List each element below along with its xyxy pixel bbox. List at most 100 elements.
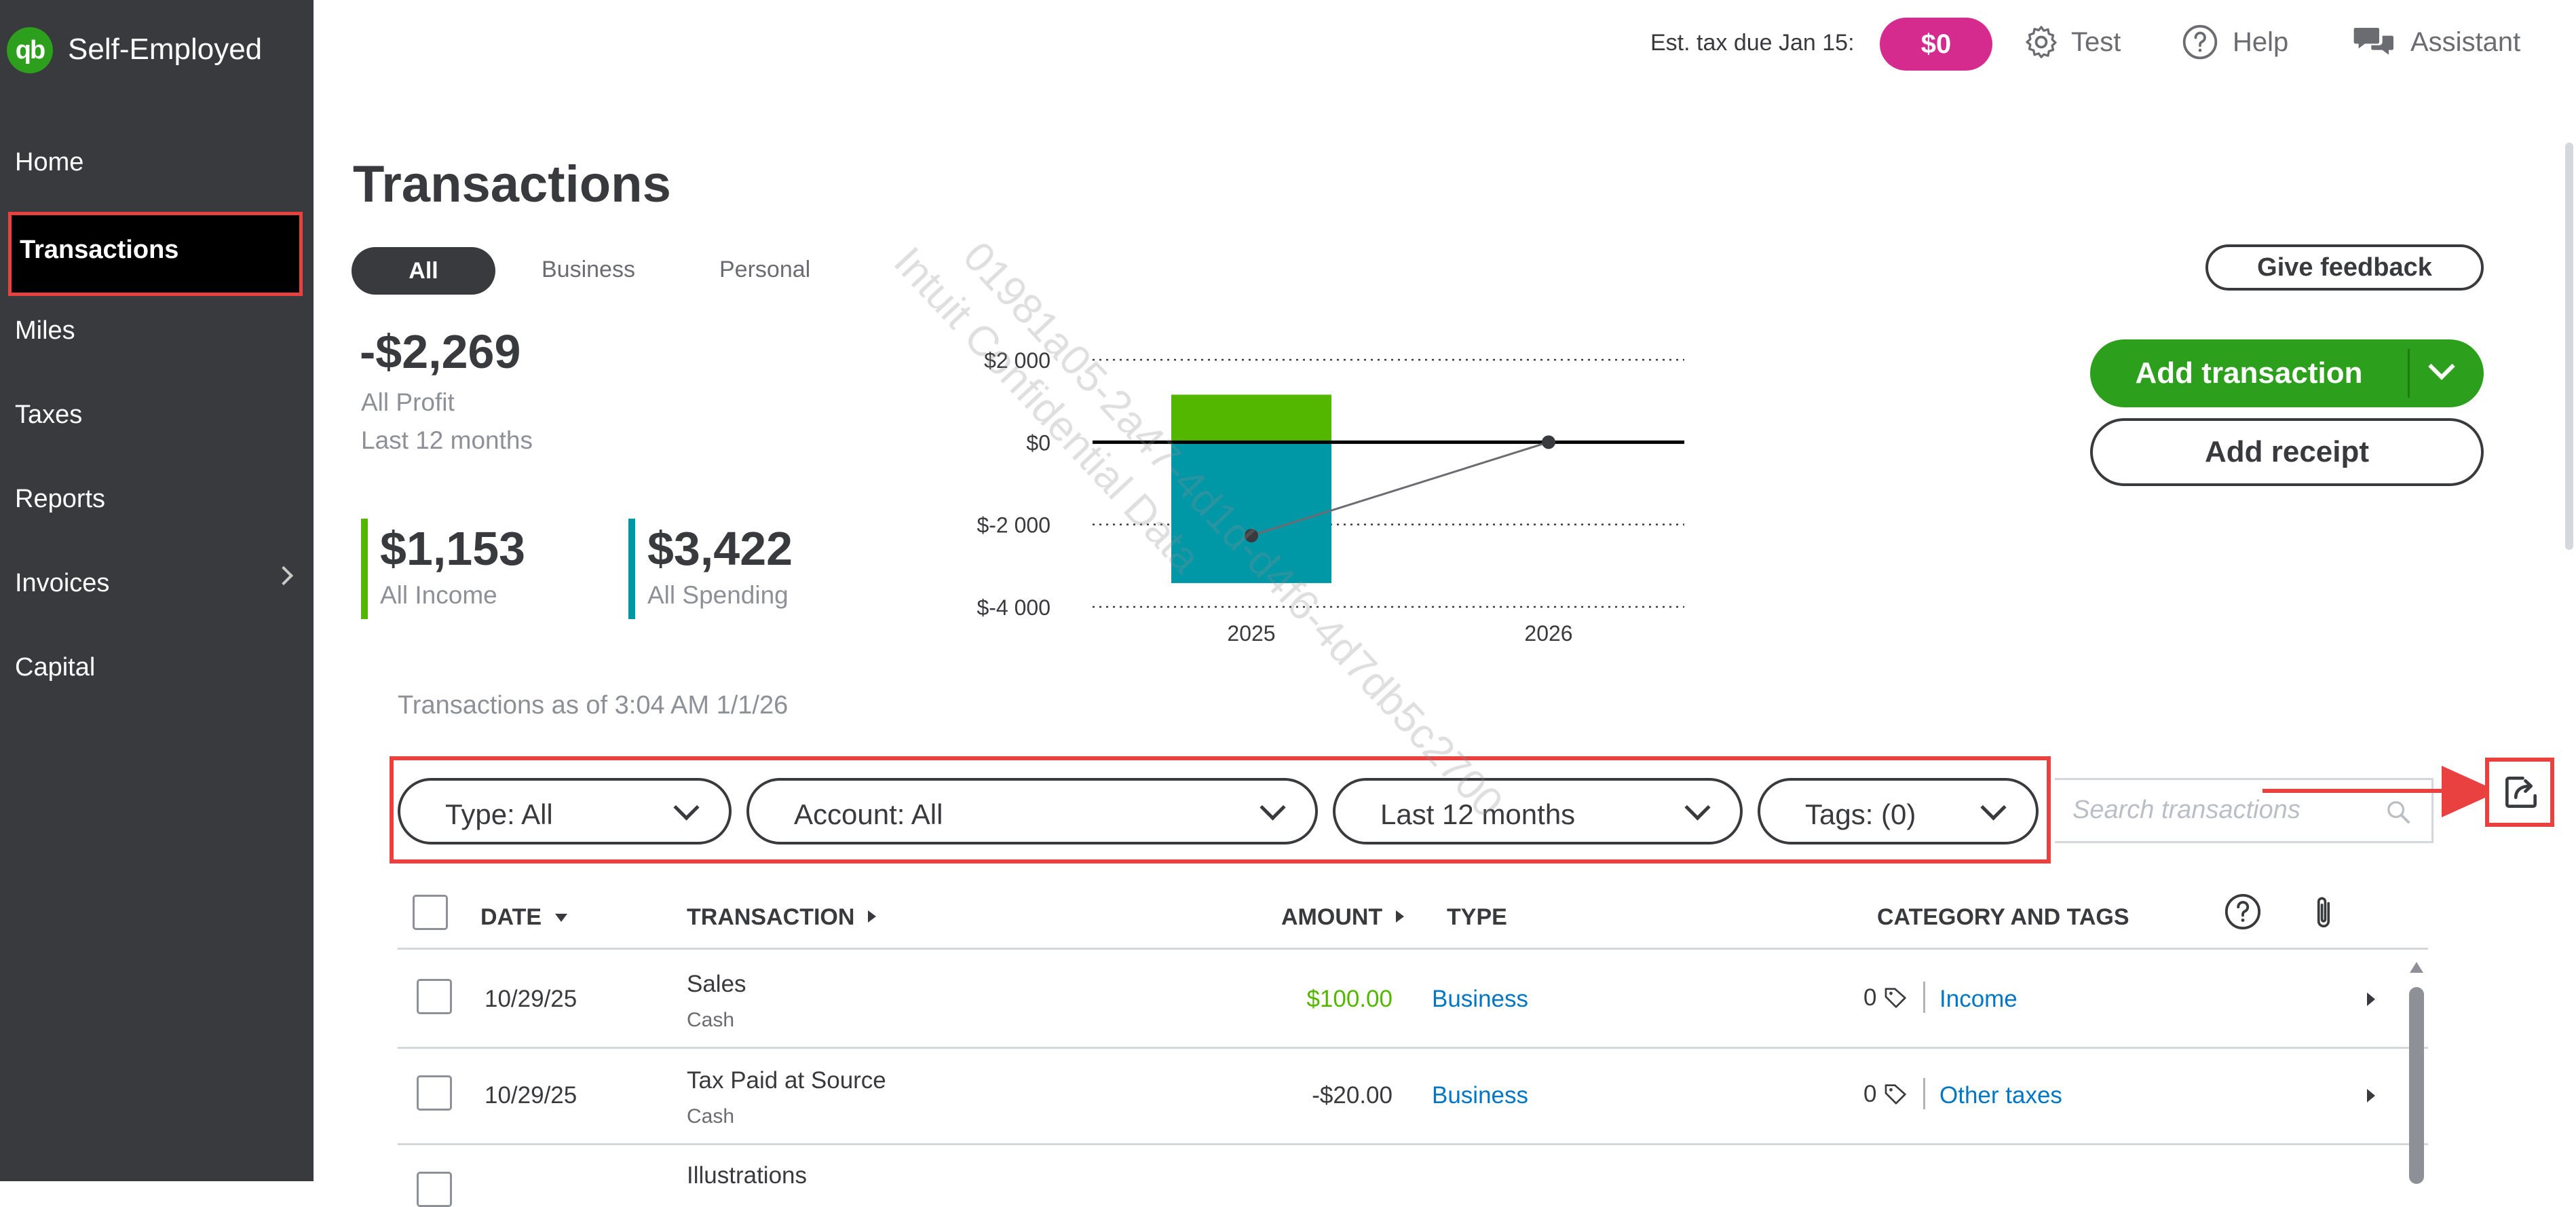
row-tag-count: 0 (1863, 1081, 1877, 1107)
profit-label: All Profit (361, 388, 455, 416)
sidebar-item-transactions[interactable]: Transactions (8, 212, 303, 296)
sidebar-item-invoices[interactable]: Invoices (15, 569, 110, 597)
chart-bar (1171, 394, 1331, 443)
paperclip-icon[interactable] (2310, 893, 2337, 933)
period-filter-dropdown[interactable]: Last 12 months (1333, 778, 1743, 844)
add-transaction-button[interactable] (2090, 339, 2484, 407)
income-label: All Income (380, 581, 497, 609)
chart-x-tick-label: 2025 (1227, 621, 1275, 646)
row-category-link[interactable]: Other taxes (1939, 1082, 2062, 1109)
chevron-down-icon (1980, 794, 2007, 821)
annotation-arrow-line (2262, 789, 2446, 793)
spending-label: All Spending (647, 581, 789, 609)
type-filter-dropdown[interactable]: Type: All (398, 778, 732, 844)
add-transaction-divider (2408, 349, 2410, 398)
page-title: Transactions (353, 155, 671, 213)
search-icon[interactable] (2385, 798, 2412, 825)
row-category-link[interactable]: Income (1939, 986, 2018, 1012)
row-date: 10/29/25 (485, 986, 577, 1012)
row-expand-icon[interactable] (2367, 992, 2375, 1006)
quickbooks-logo[interactable]: qb (7, 27, 53, 73)
sidebar-item-home[interactable]: Home (15, 148, 84, 177)
test-company-link[interactable]: Test (2071, 27, 2121, 57)
chevron-down-icon (673, 794, 700, 821)
select-all-checkbox[interactable] (413, 895, 448, 930)
income-value: $1,153 (380, 522, 526, 575)
filter-tab-business[interactable]: Business (542, 257, 635, 282)
row-checkbox[interactable] (417, 979, 452, 1014)
column-header-category[interactable]: CATEGORY AND TAGS (1877, 904, 2129, 930)
chart-y-tick-label: $-2 000 (977, 513, 1050, 538)
gear-icon[interactable] (2022, 23, 2060, 61)
row-transaction-name[interactable]: Sales (687, 971, 746, 997)
filter-tab-all[interactable]: All (352, 247, 495, 295)
chart-profit-point (1245, 528, 1258, 542)
export-button[interactable] (2485, 758, 2554, 827)
row-tag-count: 0 (1863, 984, 1877, 1011)
give-feedback-button[interactable]: Give feedback (2205, 244, 2484, 291)
column-header-amount[interactable]: AMOUNT (1281, 904, 1407, 931)
chart-profit-point (1542, 435, 1555, 449)
row-amount: -$20.00 (1312, 1082, 1393, 1109)
period-label: Last 12 months (361, 426, 533, 454)
chevron-down-icon (1259, 794, 1286, 821)
add-receipt-button[interactable]: Add receipt (2090, 418, 2484, 486)
row-divider (398, 1047, 2428, 1049)
help-icon[interactable] (2181, 23, 2219, 61)
account-filter-label: Account: All (794, 798, 943, 830)
row-account: Cash (687, 1105, 735, 1128)
category-divider (1923, 982, 1925, 1013)
row-expand-icon[interactable] (2367, 1089, 2375, 1102)
chevron-down-icon (1684, 794, 1711, 821)
app-name[interactable]: Self-Employed (68, 33, 263, 66)
period-filter-label: Last 12 months (1380, 798, 1576, 830)
chart-bar (1171, 442, 1331, 583)
assistant-link[interactable]: Assistant (2410, 27, 2521, 57)
income-color-bar (361, 519, 368, 619)
chat-bubbles-icon[interactable] (2352, 23, 2397, 61)
column-header-amount-label: AMOUNT (1281, 904, 1383, 930)
column-header-type[interactable]: TYPE (1447, 904, 1507, 930)
page-scrollbar[interactable] (2565, 143, 2573, 550)
spending-color-bar (628, 519, 635, 619)
column-header-date-label: DATE (480, 904, 542, 930)
tags-filter-label: Tags: (0) (1805, 798, 1916, 830)
sidebar-item-taxes[interactable]: Taxes (15, 401, 83, 429)
sidebar-item-capital[interactable]: Capital (15, 653, 96, 682)
chart-y-tick-label: $0 (1026, 430, 1050, 455)
row-type-link[interactable]: Business (1432, 986, 1529, 1012)
tag-icon[interactable] (1881, 1081, 1911, 1108)
table-header-divider (398, 948, 2428, 950)
row-date: 10/29/25 (485, 1082, 577, 1109)
scroll-up-arrow-icon[interactable] (2408, 960, 2425, 975)
help-link[interactable]: Help (2233, 27, 2289, 57)
profit-chart: $2 000 $0 $-2 000 $-4 000 2025 2026 (977, 348, 1684, 646)
transactions-as-of: Transactions as of 3:04 AM 1/1/26 (398, 691, 789, 720)
export-icon (2505, 777, 2537, 808)
row-type-link[interactable]: Business (1432, 1082, 1529, 1109)
account-filter-dropdown[interactable]: Account: All (746, 778, 1318, 844)
row-checkbox[interactable] (417, 1075, 452, 1111)
column-header-date[interactable]: DATE (480, 904, 569, 931)
column-header-transaction[interactable]: TRANSACTION (687, 904, 879, 931)
sidebar: qb Self-Employed Home Transactions Miles… (0, 0, 314, 1181)
tag-icon[interactable] (1881, 984, 1911, 1011)
help-icon[interactable] (2223, 892, 2262, 931)
filter-tab-personal[interactable]: Personal (719, 257, 811, 282)
category-divider (1923, 1078, 1925, 1109)
column-header-transaction-label: TRANSACTION (687, 904, 855, 930)
chart-profit-line (1251, 441, 1549, 537)
row-checkbox[interactable] (417, 1172, 452, 1207)
tags-filter-dropdown[interactable]: Tags: (0) (1758, 778, 2039, 844)
chart-y-tick-label: $-4 000 (977, 595, 1050, 620)
chevron-right-icon (273, 565, 294, 586)
row-account: Cash (687, 1009, 735, 1031)
row-transaction-name[interactable]: Illustrations (687, 1162, 808, 1189)
sidebar-item-miles[interactable]: Miles (15, 316, 75, 345)
sidebar-item-reports[interactable]: Reports (15, 485, 106, 513)
row-transaction-name[interactable]: Tax Paid at Source (687, 1067, 886, 1094)
est-tax-badge[interactable]: $0 (1880, 18, 1992, 71)
sort-down-icon (555, 914, 568, 922)
table-scrollbar-thumb[interactable] (2409, 987, 2424, 1184)
add-transaction-label[interactable]: Add transaction (2135, 356, 2363, 390)
